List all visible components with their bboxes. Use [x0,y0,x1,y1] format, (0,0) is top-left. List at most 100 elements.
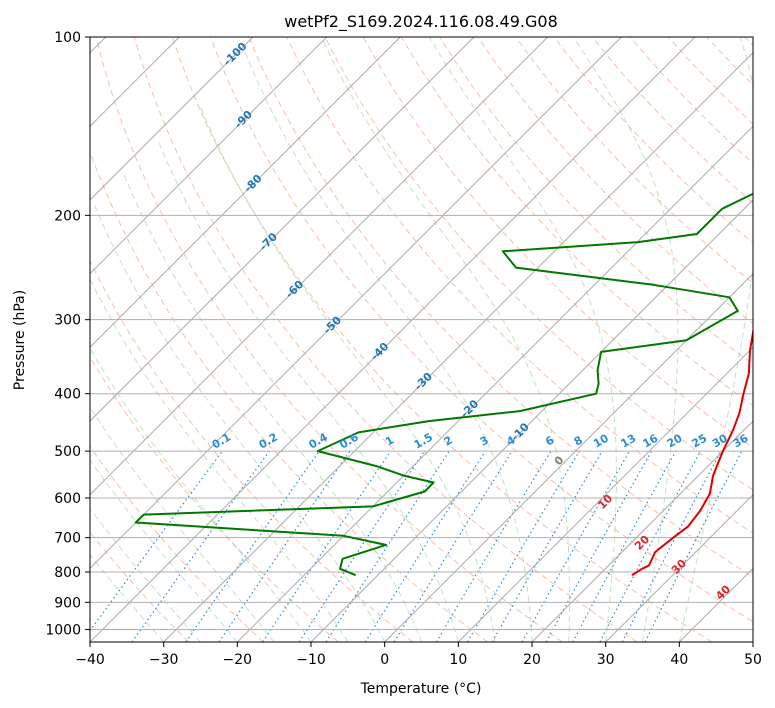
data-series [134,192,753,577]
dry-adiabat [591,37,753,204]
mixing-ratio-line [131,450,270,642]
isotherm-line [90,37,549,496]
mixing-ratio-line [644,450,743,642]
isotherm-line [90,37,696,642]
mixing-ratio-line [435,450,552,642]
background-reference-lines [90,37,753,642]
mixing-ratio-line [521,450,631,642]
mixing-ratio-line [599,450,702,642]
dry-adiabat [553,37,753,244]
dry-adiabat [744,37,753,47]
dry-adiabat [133,37,638,642]
moist-adiabat [90,406,275,642]
y-axis-label: Pressure (hPa) [12,290,28,390]
isotherm-line [678,567,753,642]
x-tick-label: 0 [380,652,389,668]
moist-adiabat [678,37,753,642]
dry-adiabat [90,150,488,642]
x-tick-label: 30 [597,652,615,668]
isotherm-line [90,37,254,201]
y-tick-label: 100 [54,30,81,46]
y-tick-label: 700 [54,531,81,547]
dry-adiabat [210,37,753,623]
mixing-ratio-label: 10 [591,431,611,450]
y-tick-label: 500 [54,444,81,460]
dry-adiabat [438,37,753,366]
x-tick-label: −20 [223,652,253,668]
moist-adiabat [123,173,422,642]
moist-adiabat [157,141,459,642]
isotherm-line [457,346,753,642]
warm-isotherm-label: 30 [669,557,689,577]
moist-adiabat [92,201,386,642]
moist-adiabat [90,278,349,642]
isotherm-line [605,493,753,642]
y-tick-label: 400 [54,387,81,403]
y-axis: 100 200 300 400 500 600 700 800 900 1000 [45,30,90,638]
moist-adiabat [572,37,679,642]
isotherm-label: -30 [412,370,435,393]
mixing-ratio-line [262,450,392,642]
moist-adiabat [90,553,165,642]
isotherm-line [163,51,753,642]
x-tick-label: −10 [296,652,326,668]
mixing-ratio-label: 20 [665,431,685,450]
dewpoint-line [134,192,753,577]
x-axis-label: Temperature (°C) [360,681,482,697]
mixing-ratio-line [325,450,450,642]
mixing-ratio-label: 0.2 [257,431,280,452]
y-tick-label: 200 [54,208,81,224]
isotherm-line [90,37,401,349]
moist-adiabat [90,347,312,642]
plot-frame [89,36,754,643]
mixing-ratio-line [90,450,223,632]
mixing-ratio-line [364,450,486,642]
zero-label: 0 [552,453,567,468]
dry-adiabat [324,37,753,491]
dry-adiabat [90,356,339,642]
isotherm-line [90,37,328,275]
isotherm-line [90,37,622,570]
y-tick-label: 300 [54,313,81,329]
dry-adiabat [95,37,563,642]
isotherm-line [236,125,753,642]
warm-isotherm-label: 40 [713,582,733,602]
moist-adiabat [90,507,201,642]
warm-isotherm-label: 20 [632,533,652,553]
moist-adiabat [428,37,617,642]
mixing-ratio-label: 0.1 [210,431,233,452]
x-tick-label: 10 [449,652,467,668]
mixing-ratio-label: 36 [731,431,751,450]
mixing-ratio-line [185,450,320,642]
moist-adiabat [243,49,533,642]
mixing-ratio-line [218,450,351,642]
dry-adiabat [90,259,414,642]
moist-adiabat [198,104,496,642]
isotherm-line [90,37,475,422]
x-tick-label: 20 [523,652,541,668]
x-axis: −40 −30 −20 −10 0 10 20 30 40 50 [75,642,762,668]
mixing-ratio-line [393,450,513,642]
dry-adiabat [90,445,264,642]
temperature-line [631,326,753,577]
warm-isotherm-label: 10 [595,492,615,512]
mixing-ratio-line [298,450,425,642]
mixing-ratio-line [466,450,580,642]
grid [90,37,753,642]
mixing-ratio-label: 6 [543,433,556,448]
dry-adiabat [286,37,753,534]
dry-adiabat [90,531,190,642]
mixing-ratio-label: 0.4 [307,430,331,451]
isotherm-line [752,641,753,642]
y-tick-label: 600 [54,491,81,507]
dry-adiabat [706,37,753,86]
mixing-ratio-label: 8 [572,433,585,448]
moist-adiabat [320,37,571,642]
x-tick-label: −30 [149,652,179,668]
y-tick-label: 900 [54,595,81,611]
x-tick-label: 50 [744,652,762,668]
mixing-ratio-label: 13 [618,432,638,451]
isotherm-line [531,420,753,642]
isotherm-label: -90 [232,108,255,131]
